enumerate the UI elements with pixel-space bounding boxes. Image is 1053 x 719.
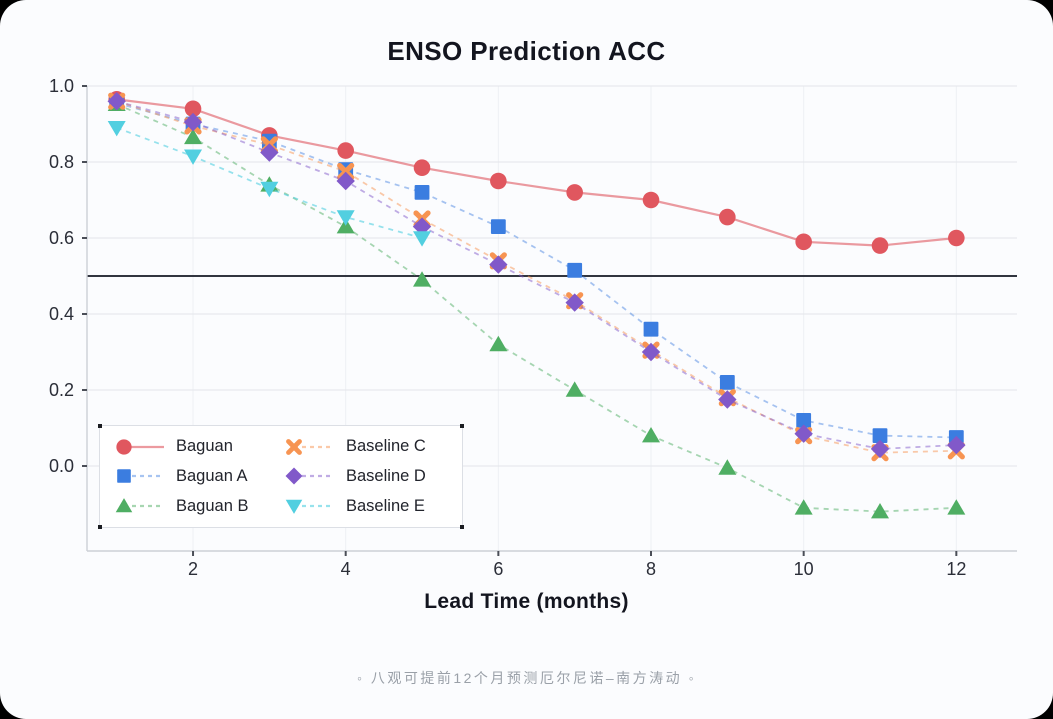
legend-corner-dot <box>460 525 464 529</box>
y-tick-label: 0.6 <box>49 228 74 248</box>
data-point-triangle-down[interactable] <box>336 210 355 226</box>
data-point-circle[interactable] <box>116 439 132 455</box>
legend-item-baseline-c[interactable]: Baseline C <box>284 437 454 457</box>
legend-label: Baseline D <box>346 466 426 485</box>
legend-marker-square-icon <box>117 469 164 484</box>
data-point-diamond[interactable] <box>641 342 661 362</box>
data-point-circle[interactable] <box>642 191 660 209</box>
legend-label: Baguan B <box>176 496 249 515</box>
data-point-triangle-up[interactable] <box>413 271 432 287</box>
legend-item-baguan[interactable]: Baguan <box>114 437 284 457</box>
data-point-square[interactable] <box>872 428 888 443</box>
legend-item-baguan-b[interactable]: Baguan B <box>114 496 284 516</box>
legend-marker-x-icon <box>286 438 334 455</box>
data-point-circle[interactable] <box>490 172 507 190</box>
series-line-baguan-b[interactable] <box>116 103 957 513</box>
data-point-triangle-up[interactable] <box>184 128 203 145</box>
legend-item-baguan-a[interactable]: Baguan A <box>114 466 284 486</box>
legend-marker-circle-icon <box>116 439 164 455</box>
data-point-triangle-down[interactable] <box>260 181 279 198</box>
data-point-triangle-up[interactable] <box>947 499 966 515</box>
data-point-square[interactable] <box>796 413 812 428</box>
data-point-circle[interactable] <box>184 100 202 118</box>
legend-corner-dot <box>460 424 464 428</box>
data-point-triangle-up[interactable] <box>336 218 355 234</box>
x-tick-label: 10 <box>794 559 814 579</box>
x-tick-label: 2 <box>188 559 198 579</box>
data-point-triangle-down[interactable] <box>184 149 203 165</box>
data-point-diamond[interactable] <box>260 143 279 162</box>
x-tick-label: 6 <box>493 559 503 579</box>
data-point-diamond[interactable] <box>285 468 303 485</box>
data-point-diamond[interactable] <box>336 171 355 191</box>
x-tick-label: 4 <box>341 559 351 579</box>
chart-title: ENSO Prediction ACC <box>387 36 666 66</box>
legend-corner-dot <box>98 525 102 529</box>
data-point-circle[interactable] <box>719 208 736 226</box>
data-point-circle[interactable] <box>337 142 354 159</box>
legend-label: Baseline C <box>346 437 426 456</box>
series-markers-baguan <box>108 91 965 254</box>
data-point-triangle-up[interactable] <box>871 503 889 519</box>
data-point-diamond[interactable] <box>794 424 813 443</box>
data-point-square[interactable] <box>643 321 659 337</box>
data-point-x[interactable] <box>337 162 355 181</box>
data-point-triangle-up[interactable] <box>565 381 584 397</box>
data-point-triangle-up[interactable] <box>115 498 133 513</box>
legend-label: Baguan A <box>176 466 248 485</box>
data-point-circle[interactable] <box>566 184 583 201</box>
data-point-square[interactable] <box>117 469 131 484</box>
y-tick-label: 0.2 <box>49 380 74 400</box>
data-point-diamond[interactable] <box>718 390 737 409</box>
data-point-diamond[interactable] <box>565 293 584 312</box>
data-point-square[interactable] <box>719 375 735 390</box>
series-line-baseline-c[interactable] <box>116 100 957 454</box>
footer-caption: ◦ 八观可提前12个月预测厄尔尼诺–南方涛动 ◦ <box>356 670 697 686</box>
legend-marker-diamond-icon <box>285 468 334 485</box>
series-markers-baguan-a <box>109 95 964 445</box>
legend-corner-dot <box>98 424 102 428</box>
data-point-diamond[interactable] <box>412 217 432 236</box>
data-point-triangle-down[interactable] <box>285 499 303 515</box>
data-point-x[interactable] <box>286 438 302 455</box>
data-point-square[interactable] <box>567 262 583 278</box>
legend-label: Baseline E <box>346 496 425 515</box>
legend-marker-triangle-down-icon <box>285 499 334 515</box>
y-tick-label: 0.8 <box>49 152 74 172</box>
legend-label: Baguan <box>176 437 233 456</box>
data-point-diamond[interactable] <box>489 255 508 274</box>
x-tick-label: 8 <box>646 559 656 579</box>
x-tick-label: 12 <box>946 559 966 579</box>
data-point-triangle-up[interactable] <box>794 499 813 515</box>
data-point-triangle-up[interactable] <box>642 427 661 443</box>
data-point-square[interactable] <box>490 219 506 234</box>
y-tick-label: 0.0 <box>49 456 74 476</box>
x-axis-title: Lead Time (months) <box>424 590 629 613</box>
data-point-triangle-up[interactable] <box>718 459 737 475</box>
series-line-baguan-a[interactable] <box>116 102 957 439</box>
legend-marker-triangle-up-icon <box>115 498 164 513</box>
series-line-baguan[interactable] <box>116 98 957 247</box>
data-point-square[interactable] <box>414 185 430 200</box>
data-point-triangle-down[interactable] <box>107 121 126 137</box>
data-point-circle[interactable] <box>871 237 889 254</box>
legend-item-baseline-e[interactable]: Baseline E <box>284 496 454 516</box>
data-point-diamond[interactable] <box>107 92 126 111</box>
y-tick-label: 0.4 <box>49 304 74 324</box>
data-point-diamond[interactable] <box>870 439 890 459</box>
legend-item-baseline-d[interactable]: Baseline D <box>284 466 454 486</box>
data-point-triangle-up[interactable] <box>489 335 508 352</box>
data-point-diamond[interactable] <box>947 435 966 455</box>
data-point-circle[interactable] <box>413 159 431 176</box>
y-tick-label: 1.0 <box>49 76 74 96</box>
chart-legend: Baguan Baguan A Baguan B Baseline C Baseline… <box>98 424 464 529</box>
series-markers-baseline-e <box>107 121 432 247</box>
data-point-triangle-down[interactable] <box>413 231 432 247</box>
data-point-circle[interactable] <box>948 229 965 247</box>
data-point-circle[interactable] <box>795 233 812 251</box>
